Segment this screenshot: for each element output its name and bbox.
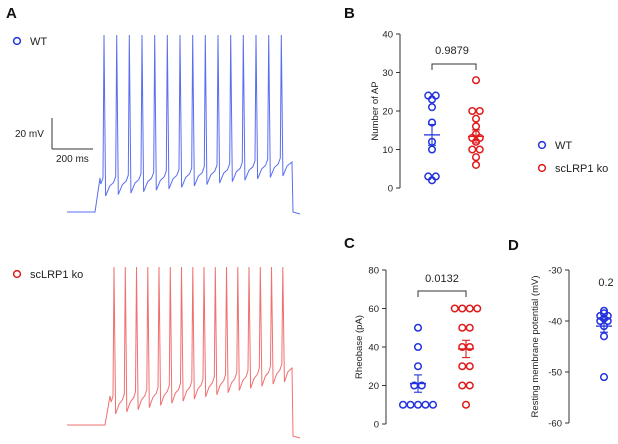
panel-b-data-point xyxy=(475,106,484,116)
panel-c-data-point xyxy=(458,304,467,313)
panel-d-data-point xyxy=(599,373,609,382)
ko-marker-icon xyxy=(12,269,22,279)
panel-b-data-point xyxy=(427,145,437,154)
panel-b-data-point xyxy=(475,145,484,154)
panel-c-data-point xyxy=(413,362,423,371)
panel-b-data-point xyxy=(427,95,437,104)
panel-b-p-value: 0.9879 xyxy=(435,45,469,57)
panel-b-data-point xyxy=(468,106,477,116)
panel-c-data-point xyxy=(465,381,474,390)
panel-b-data-point xyxy=(424,91,433,100)
panel-d-y-tick-label: -40 xyxy=(548,317,562,328)
legend-ko-marker-icon xyxy=(537,163,547,173)
scale-bar-voltage-label: 20 mV xyxy=(15,129,44,140)
panel-c-data-point xyxy=(413,342,423,352)
panel-b-y-tick-label: 40 xyxy=(382,30,393,41)
panel-c-data-point xyxy=(413,323,423,332)
panel-b-y-tick-label: 20 xyxy=(382,107,393,118)
panel-c-data-point xyxy=(465,323,474,332)
ko-action-potential-trace xyxy=(67,266,301,439)
panel-b-data-point xyxy=(431,91,440,100)
panel-letter-d: D xyxy=(508,237,519,254)
panel-letter-b: B xyxy=(344,5,355,22)
panel-b-data-point xyxy=(471,114,481,123)
panel-d-y-tick-label: -30 xyxy=(548,266,562,277)
panel-d-p-value: 0.2 xyxy=(598,277,613,289)
panel-c-data-point xyxy=(428,400,438,409)
panel-d-y-tick-label: -60 xyxy=(548,419,562,430)
panel-c-data-point xyxy=(450,304,459,313)
panel-c-significance-bracket xyxy=(417,290,467,297)
panel-c-dot-plot: 0 20 40 60 80 Rheobase (pA) 0.0132 xyxy=(354,266,482,431)
panel-b-data-point xyxy=(424,172,433,181)
panel-b-y-axis-label: Number of AP xyxy=(370,81,381,140)
panel-c-y-tick-label: 0 xyxy=(374,420,379,431)
panel-c-data-point xyxy=(458,362,467,371)
panel-b-data-point xyxy=(468,133,477,142)
panel-b-y-tick-label: 0 xyxy=(388,184,393,195)
panel-c-data-point xyxy=(458,381,467,390)
panel-c-y-tick-label: 40 xyxy=(368,343,379,354)
wt-marker-icon xyxy=(12,36,22,46)
panel-b-data-point xyxy=(468,145,477,154)
legend-ko-label: scLRP1 ko xyxy=(555,163,608,175)
panel-c-data-point xyxy=(461,400,471,409)
wt-action-potential-trace xyxy=(67,34,301,215)
panel-d-data-point xyxy=(599,306,609,315)
panel-letter-a: A xyxy=(6,5,17,22)
panel-c-p-value: 0.0132 xyxy=(425,273,459,285)
panel-b-data-point xyxy=(431,172,440,181)
panel-c-y-tick-label: 80 xyxy=(368,266,379,277)
panel-b-y-tick-label: 30 xyxy=(382,68,393,79)
panel-d-y-tick-label: -50 xyxy=(548,368,562,379)
panel-b-data-point xyxy=(427,103,437,112)
panel-letter-c: C xyxy=(344,235,355,252)
panel-d-y-axis-label: Resting membrane potential (mV) xyxy=(530,275,541,417)
legend-wt-marker-icon xyxy=(537,140,547,150)
panel-c-data-point xyxy=(473,304,482,313)
panel-c-data-point xyxy=(421,400,430,409)
panel-c-y-tick-label: 20 xyxy=(368,381,379,392)
panel-c-y-axis-label: Rheobase (pA) xyxy=(354,315,365,379)
panel-c-data-point xyxy=(458,323,467,332)
panel-c-data-point xyxy=(465,362,474,371)
panel-c-data-point xyxy=(465,304,474,313)
scale-bar-time-label: 200 ms xyxy=(56,154,89,165)
panel-b-data-point xyxy=(471,160,481,169)
panel-b-data-point xyxy=(475,133,484,142)
panel-c-data-point xyxy=(413,400,423,409)
panel-b-data-point xyxy=(427,176,437,185)
panel-b-y-tick-label: 10 xyxy=(382,145,393,156)
panel-c-y-tick-label: 60 xyxy=(368,304,379,315)
panel-d-data-point xyxy=(599,332,609,341)
panel-b-data-point xyxy=(471,153,481,162)
panel-b-dot-plot: 0 10 20 30 40 Number of AP 0.9879 xyxy=(370,30,484,195)
panel-b-data-point xyxy=(471,122,481,131)
ko-trace-label: scLRP1 ko xyxy=(30,269,83,281)
panel-c-data-point xyxy=(406,400,415,409)
wt-trace-label: WT xyxy=(30,36,47,48)
panel-d-dot-plot: -30 -40 -50 -60 Resting membrane potential (… xyxy=(530,266,614,430)
panel-b-significance-bracket xyxy=(431,63,477,70)
panel-c-data-point xyxy=(398,400,408,409)
panel-b-data-point xyxy=(471,76,481,85)
legend-wt-label: WT xyxy=(555,140,572,152)
